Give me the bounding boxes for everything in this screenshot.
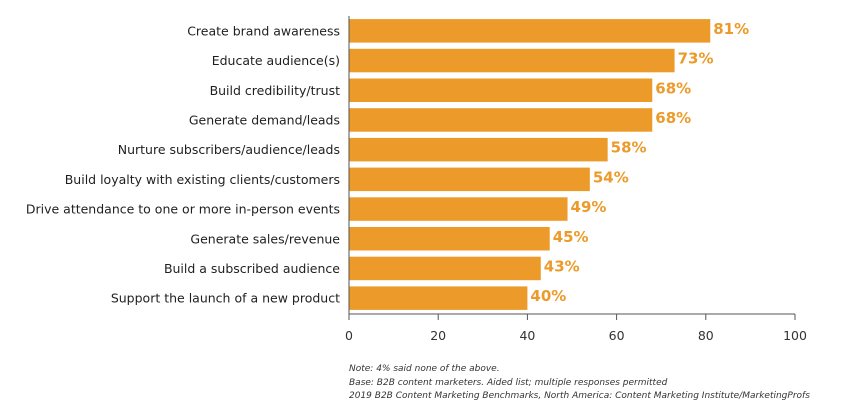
x-tick-label: 80 bbox=[698, 328, 714, 343]
bar bbox=[349, 227, 550, 251]
category-label: Nurture subscribers/audience/leads bbox=[118, 142, 340, 157]
value-label: 68% bbox=[655, 79, 691, 97]
category-label: Support the launch of a new product bbox=[111, 291, 340, 306]
source-line: 2019 B2B Content Marketing Benchmarks, N… bbox=[349, 391, 810, 401]
x-tick-label: 0 bbox=[345, 328, 353, 343]
category-label: Generate sales/revenue bbox=[190, 231, 340, 246]
category-label: Build loyalty with existing clients/cust… bbox=[65, 172, 340, 187]
base-line: Base: B2B content marketers. Aided list;… bbox=[349, 377, 668, 388]
note-line: Note: 4% said none of the above. bbox=[349, 364, 500, 374]
bar bbox=[349, 286, 528, 310]
category-label: Build credibility/trust bbox=[210, 83, 341, 98]
x-tick-label: 60 bbox=[609, 328, 625, 343]
value-label: 40% bbox=[530, 287, 566, 305]
category-label: Drive attendance to one or more in-perso… bbox=[26, 202, 340, 217]
bar bbox=[349, 256, 541, 281]
value-label: 73% bbox=[678, 50, 714, 68]
bar bbox=[349, 197, 568, 221]
value-label: 49% bbox=[571, 198, 607, 216]
bar bbox=[349, 48, 675, 73]
value-labels: 81% 73% 68% 68% 58% 54% 49% 45% 43% 40% bbox=[530, 20, 749, 305]
bar bbox=[349, 108, 653, 132]
value-label: 43% bbox=[544, 257, 580, 275]
x-tick-label: 100 bbox=[783, 328, 807, 343]
value-label: 45% bbox=[553, 228, 589, 246]
bar bbox=[349, 167, 590, 192]
category-labels: Create brand awareness Educate audience(s… bbox=[26, 23, 340, 305]
value-label: 81% bbox=[713, 20, 749, 38]
bars-group bbox=[349, 19, 711, 310]
value-label: 68% bbox=[655, 109, 691, 127]
x-axis-ticks: 0 20 40 60 80 100 bbox=[345, 314, 807, 343]
value-label: 58% bbox=[611, 139, 647, 157]
category-label: Build a subscribed audience bbox=[164, 261, 340, 276]
bar bbox=[349, 137, 608, 162]
category-label: Generate demand/leads bbox=[189, 112, 340, 127]
bar bbox=[349, 78, 653, 102]
bar bbox=[349, 19, 711, 43]
x-tick-label: 40 bbox=[519, 328, 535, 343]
category-label: Educate audience(s) bbox=[212, 53, 340, 68]
value-label: 54% bbox=[593, 168, 629, 186]
chart-notes: Note: 4% said none of the above. Base: B… bbox=[349, 363, 854, 404]
category-label: Create brand awareness bbox=[187, 23, 340, 38]
x-tick-label: 20 bbox=[430, 328, 446, 343]
